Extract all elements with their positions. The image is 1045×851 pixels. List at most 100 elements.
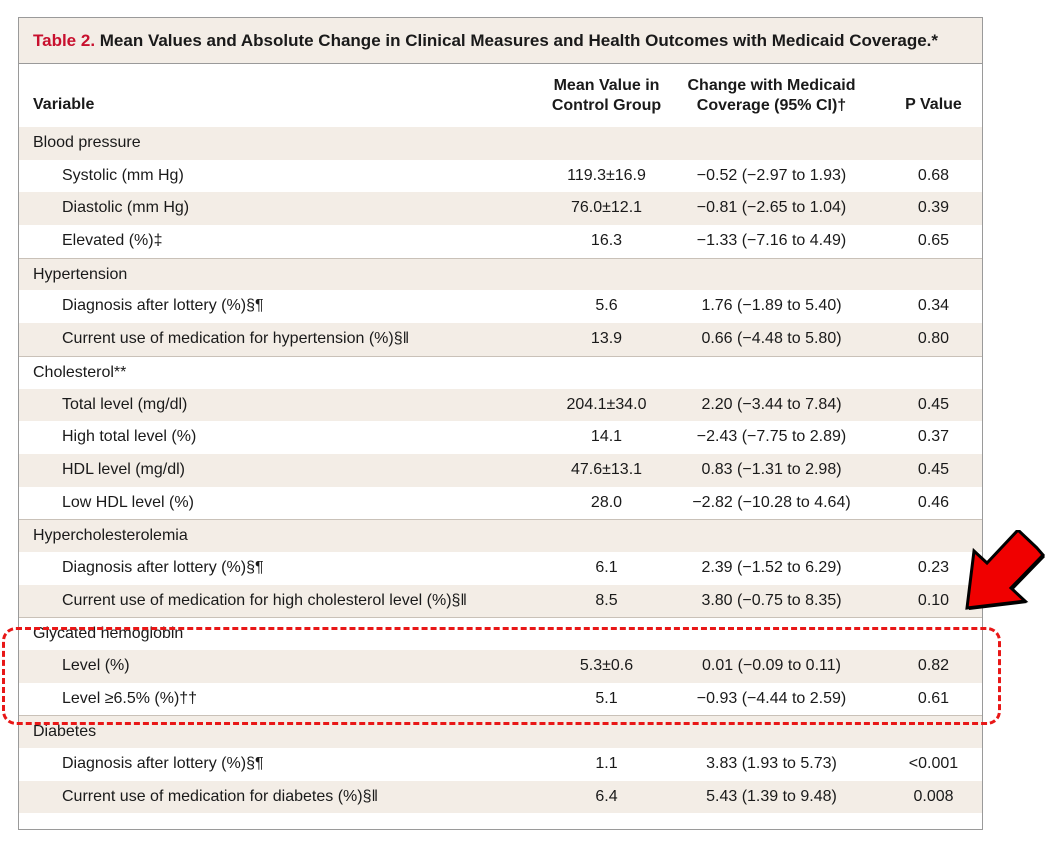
section-label: Hypercholesterolemia [33,527,188,545]
table-row: Current use of medication for high chole… [19,584,982,618]
variable-cell: Level (%) [62,657,130,674]
mean-value-cell: 13.9 [590,330,623,348]
mean-value-cell: 8.5 [595,591,618,609]
table-row: Low HDL level (%) 28.0 −2.82 (−10.28 to 4.… [19,487,982,520]
p-value-cell: 0.45 [917,395,950,413]
p-value-cell: 0.45 [917,460,950,478]
mean-value-cell: 5.3±0.6 [579,657,634,674]
change-ci-cell: −1.33 (−7.16 to 4.49) [696,232,847,250]
p-value-cell: <0.001 [908,755,959,773]
p-value-cell: 0.37 [917,428,950,446]
p-value-cell: 0.46 [917,493,950,511]
p-value-cell: 0.68 [917,166,950,184]
change-ci-cell: −2.82 (−10.28 to 4.64) [692,493,851,511]
change-ci-cell: 0.83 (−1.31 to 2.98) [701,460,842,478]
section-header-row: Cholesterol** [19,355,982,389]
glycated-hemoglobin-highlight-box [2,627,1001,725]
section-label: Cholesterol** [33,363,127,381]
p-value-cell: 0.65 [917,232,950,250]
section-label: Blood pressure [33,134,141,151]
section-header-row: Hypertension [19,257,982,291]
column-header-p-value: P Value [905,96,962,113]
table-row: Diastolic (mm Hg) 76.0±12.1 −0.81 (−2.65 t… [19,192,982,226]
p-value-cell: 0.10 [917,591,950,609]
table-number-label: Table 2. [33,31,96,50]
table-title: Table 2. Mean Values and Absolute Change… [33,31,938,51]
table-row: Systolic (mm Hg) 119.3±16.9 −0.52 (−2.97 t… [19,160,982,193]
variable-cell: HDL level (mg/dl) [62,460,185,478]
table-row: Total level (mg/dl) 204.1±34.0 2.20 (−3.44… [19,388,982,422]
table-body: Blood pressure Systolic (mm Hg) 119.3±16.9… [19,127,982,814]
change-ci-cell: −0.52 (−2.97 to 1.93) [696,166,847,184]
change-ci-cell: −0.93 (−4.44 to 2.59) [696,689,847,707]
column-header-variable: Variable [33,96,95,113]
change-ci-cell: −0.81 (−2.65 to 1.04) [696,199,847,217]
mean-value-cell: 1.1 [595,755,618,773]
p-value-cell: 0.61 [917,689,950,707]
variable-cell: Diagnosis after lottery (%)§¶ [62,297,264,315]
change-ci-cell: 5.43 (1.39 to 9.48) [706,787,837,805]
table-title-bar: Table 2. Mean Values and Absolute Change… [19,18,982,64]
mean-value-cell: 204.1±34.0 [566,395,647,413]
section-header-row: Diabetes [19,715,982,749]
mean-value-cell: 76.0±12.1 [570,199,643,217]
mean-value-cell: 6.1 [595,558,618,576]
mean-value-cell: 119.3±16.9 [567,166,646,184]
p-value-cell: 0.82 [917,657,950,674]
red-arrow-icon [965,530,1045,610]
table-title-text: Mean Values and Absolute Change in Clini… [95,31,939,50]
column-header-mean-value: Mean Value in Control Group [519,76,694,116]
mean-value-cell: 16.3 [590,232,623,250]
p-value-cell: 0.39 [917,199,950,217]
table-row: Elevated (%)‡ 16.3 −1.33 (−7.16 to 4.49) 0.… [19,225,982,258]
table-row: Current use of medication for hypertensi… [19,323,982,356]
mean-value-cell: 5.6 [595,297,618,315]
table-row: Level (%) 5.3±0.6 0.01 (−0.09 to 0.11) 0.82 [19,650,982,683]
table-row: Diagnosis after lottery (%)§¶ 1.1 3.83 (1.… [19,748,982,781]
column-header-change-line2: Coverage (95% CI)† [696,97,847,114]
p-value-cell: 0.008 [913,787,954,805]
table-row: Diagnosis after lottery (%)§¶ 5.6 1.76 (−1… [19,290,982,323]
clinical-measures-table: Table 2. Mean Values and Absolute Change… [18,17,983,830]
section-header-row: Hypercholesterolemia [19,519,982,552]
change-ci-cell: 1.76 (−1.89 to 5.40) [701,297,842,315]
variable-cell: Level ≥6.5% (%)†† [62,689,198,707]
p-value-cell: 0.80 [917,330,950,348]
mean-value-cell: 14.1 [590,428,623,446]
p-value-cell: 0.34 [917,297,950,315]
change-ci-cell: 2.20 (−3.44 to 7.84) [701,395,842,413]
section-header-row: Blood pressure [19,127,982,160]
variable-cell: Low HDL level (%) [62,493,194,511]
variable-cell: Diastolic (mm Hg) [62,199,190,217]
table-row: Level ≥6.5% (%)†† 5.1 −0.93 (−4.44 to 2.59… [19,683,982,716]
p-value-cell: 0.23 [917,558,950,576]
change-ci-cell: 0.01 (−0.09 to 0.11) [702,657,841,674]
change-ci-cell: 0.66 (−4.48 to 5.80) [701,330,842,348]
table-row: Diagnosis after lottery (%)§¶ 6.1 2.39 (−1… [19,552,982,585]
table-row: High total level (%) 14.1 −2.43 (−7.75 to … [19,421,982,454]
variable-cell: Current use of medication for hypertensi… [62,330,410,348]
variable-cell: Elevated (%)‡ [62,232,163,250]
change-ci-cell: 3.83 (1.93 to 5.73) [706,755,837,773]
variable-cell: Current use of medication for high chole… [62,591,468,609]
variable-cell: Diagnosis after lottery (%)§¶ [62,755,264,773]
column-header-change: Change with Medicaid Coverage (95% CI)† [669,76,874,116]
mean-value-cell: 28.0 [590,493,623,511]
mean-value-cell: 5.1 [595,689,618,707]
variable-cell: Current use of medication for diabetes (… [62,787,379,805]
section-label: Diabetes [33,723,97,741]
change-ci-cell: −2.43 (−7.75 to 2.89) [696,428,847,446]
change-ci-cell: 3.80 (−0.75 to 8.35) [701,591,842,609]
column-header-change-line1: Change with Medicaid [687,77,856,94]
table-row: Current use of medication for diabetes (… [19,780,982,814]
section-label: Hypertension [33,265,128,283]
variable-cell: High total level (%) [62,428,197,446]
column-header-mean-line2: Control Group [551,97,662,114]
variable-cell: Diagnosis after lottery (%)§¶ [62,558,264,576]
table-row: HDL level (mg/dl) 47.6±13.1 0.83 (−1.31 to… [19,453,982,487]
column-header-mean-line1: Mean Value in [553,77,660,94]
mean-value-cell: 6.4 [595,787,618,805]
mean-value-cell: 47.6±13.1 [570,460,643,478]
variable-cell: Systolic (mm Hg) [62,166,184,184]
change-ci-cell: 2.39 (−1.52 to 6.29) [701,558,842,576]
